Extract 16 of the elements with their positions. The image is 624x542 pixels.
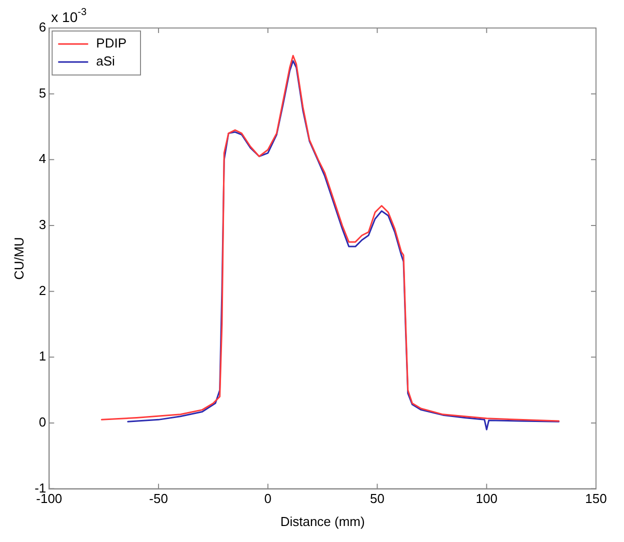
x-tick-label: 100 (476, 491, 498, 506)
y-tick-label: 3 (38, 217, 46, 232)
x-tick-label: 150 (585, 491, 607, 506)
x-tick-label: 0 (264, 491, 272, 506)
x-tick-label: -50 (149, 491, 168, 506)
y-axis-title: CU/MU (11, 237, 26, 280)
x-tick-label: 50 (370, 491, 384, 506)
legend-label: PDIP (96, 36, 127, 51)
legend-label: aSi (96, 54, 116, 69)
y-tick-label: 4 (38, 151, 46, 166)
y-tick-label: 2 (38, 282, 46, 298)
y-tick-label: 5 (38, 85, 46, 100)
y-tick-label: 1 (38, 348, 46, 364)
x-axis-title: Distance (mm) (280, 514, 365, 529)
y-tick-label: 0 (38, 414, 46, 430)
y-tick-label: 6 (38, 20, 46, 35)
